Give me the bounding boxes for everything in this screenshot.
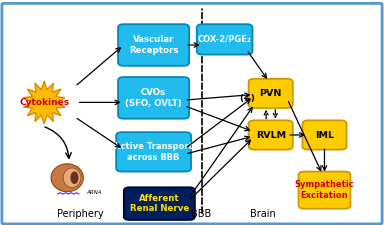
FancyBboxPatch shape [302, 120, 346, 150]
Ellipse shape [63, 168, 81, 187]
FancyBboxPatch shape [249, 120, 293, 150]
FancyBboxPatch shape [2, 3, 382, 224]
Text: COX-2/PGE₂: COX-2/PGE₂ [198, 35, 252, 44]
Text: BBB: BBB [192, 209, 212, 219]
Text: Periphery: Periphery [57, 209, 104, 219]
FancyBboxPatch shape [118, 24, 189, 66]
FancyBboxPatch shape [118, 77, 189, 119]
Text: Brain: Brain [250, 209, 276, 219]
Text: ARNA: ARNA [86, 190, 102, 195]
Text: IML: IML [315, 130, 334, 140]
Text: Vascular
Receptors: Vascular Receptors [129, 35, 178, 55]
Polygon shape [23, 81, 65, 124]
FancyBboxPatch shape [299, 171, 350, 209]
FancyBboxPatch shape [249, 79, 293, 108]
Text: RVLM: RVLM [256, 130, 286, 140]
Ellipse shape [70, 171, 78, 184]
Text: CVOs
(SFO, OVLT): CVOs (SFO, OVLT) [125, 88, 182, 108]
Text: Active Transport
across BBB: Active Transport across BBB [114, 142, 193, 162]
FancyBboxPatch shape [124, 187, 195, 220]
Ellipse shape [51, 164, 83, 192]
FancyBboxPatch shape [197, 24, 253, 55]
Text: Cytokines: Cytokines [19, 98, 69, 107]
Text: PVN: PVN [260, 89, 282, 98]
Text: Afferent
Renal Nerve: Afferent Renal Nerve [130, 194, 189, 213]
Text: Sympathetic
Excitation: Sympathetic Excitation [295, 180, 354, 200]
FancyBboxPatch shape [116, 132, 191, 171]
Text: (+): (+) [239, 94, 255, 104]
